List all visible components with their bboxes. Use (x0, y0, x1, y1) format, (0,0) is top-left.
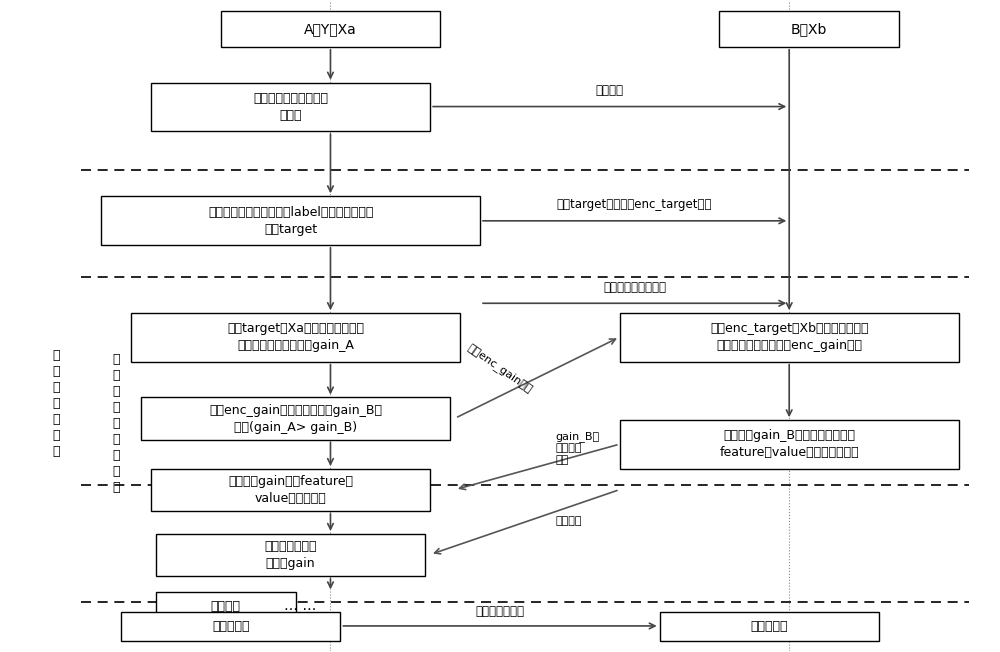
Text: 根据最小gain_B的位置找到对应的
feature和value，并划分节点。: 根据最小gain_B的位置找到对应的 feature和value，并划分节点。 (719, 430, 859, 460)
Text: 得到划分结果，
并更新gain: 得到划分结果， 并更新gain (264, 540, 317, 570)
Text: 同步enc_gain矩阵: 同步enc_gain矩阵 (466, 342, 534, 394)
Text: gain_B在
矩阵中的
位置: gain_B在 矩阵中的 位置 (556, 431, 600, 465)
Text: 加密target，并同步enc_target信息: 加密target，并同步enc_target信息 (557, 198, 712, 211)
Text: A：Y、Xa: A：Y、Xa (304, 22, 357, 36)
Text: … …: … … (284, 599, 317, 614)
FancyBboxPatch shape (151, 83, 430, 131)
Text: 根据enc_target和Xb计算当前树节点
的所有划分信息增益，enc_gain矩阵: 根据enc_target和Xb计算当前树节点 的所有划分信息增益，enc_gai… (710, 322, 868, 352)
Text: 根据上一棵决策树结果和label值计算新一轮目
标值target: 根据上一棵决策树结果和label值计算新一轮目 标值target (208, 205, 373, 235)
Text: B：Xb: B：Xb (791, 22, 827, 36)
FancyBboxPatch shape (151, 469, 430, 511)
FancyBboxPatch shape (221, 11, 440, 47)
Text: 同步决策网结构: 同步决策网结构 (476, 605, 524, 618)
FancyBboxPatch shape (156, 534, 425, 576)
Text: 同步当前节点的信息: 同步当前节点的信息 (603, 280, 666, 293)
FancyBboxPatch shape (156, 592, 296, 621)
Text: 叶子节点: 叶子节点 (211, 600, 241, 614)
Text: 递
归
寻
找
最
优
划
分
点: 递 归 寻 找 最 优 划 分 点 (112, 353, 120, 494)
Text: 新的决策树: 新的决策树 (212, 620, 249, 632)
Text: 解密enc_gain矩阵，找到最大gain_B。
判断(gain_A> gain_B): 解密enc_gain矩阵，找到最大gain_B。 判断(gain_A> gain… (209, 404, 382, 434)
FancyBboxPatch shape (620, 313, 959, 362)
FancyBboxPatch shape (620, 420, 959, 469)
Text: 同步公钥: 同步公钥 (596, 84, 624, 97)
FancyBboxPatch shape (141, 398, 450, 439)
Text: 初始化信息，生成公钥
和私钥: 初始化信息，生成公钥 和私钥 (253, 92, 328, 122)
FancyBboxPatch shape (660, 612, 879, 641)
Text: 根据最大gain及其feature和
value划分节点。: 根据最大gain及其feature和 value划分节点。 (228, 475, 353, 505)
Text: 新的决策树: 新的决策树 (750, 620, 788, 632)
FancyBboxPatch shape (719, 11, 899, 47)
Text: 根据target和Xa计算当前树节点的
最优分裂点的信息增益gain_A: 根据target和Xa计算当前树节点的 最优分裂点的信息增益gain_A (227, 322, 364, 352)
FancyBboxPatch shape (131, 313, 460, 362)
Text: 划分结果: 划分结果 (556, 516, 582, 526)
Text: 迭
代
构
建
决
策
树: 迭 代 构 建 决 策 树 (52, 349, 60, 458)
FancyBboxPatch shape (101, 196, 480, 245)
FancyBboxPatch shape (121, 612, 340, 641)
